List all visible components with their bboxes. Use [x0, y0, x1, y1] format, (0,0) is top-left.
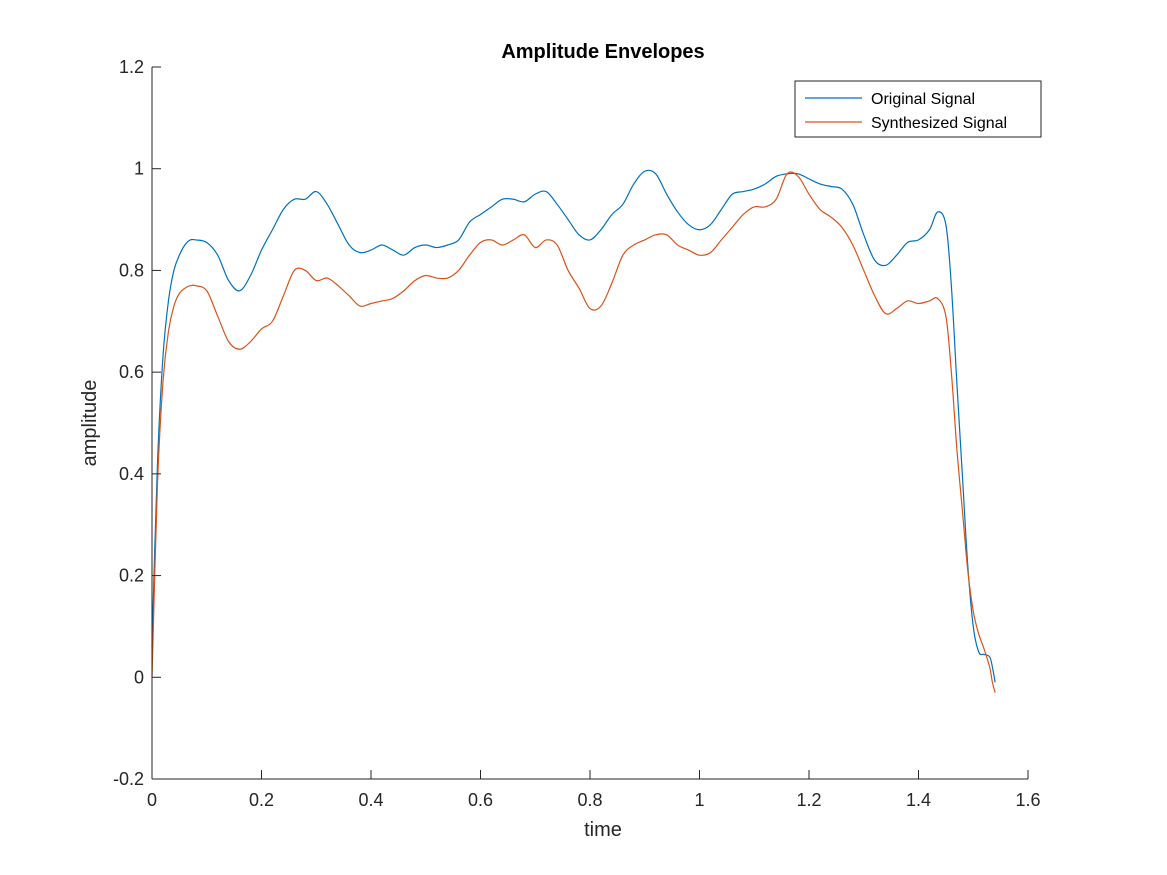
y-tick-label: 0.8 [119, 260, 144, 280]
x-tick-label: 0.8 [577, 790, 602, 810]
x-tick-label: 1.4 [906, 790, 931, 810]
x-tick-label: 1 [694, 790, 704, 810]
x-tick-label: 0.2 [249, 790, 274, 810]
series-line-synthesized [151, 171, 996, 693]
series-line-original [151, 169, 996, 683]
y-tick-label: 1 [134, 159, 144, 179]
y-tick-label: 1.2 [119, 57, 144, 77]
x-tick-label: 0.6 [468, 790, 493, 810]
x-ticks: 0 0.2 0.4 0.6 0.8 1 1.2 1.4 1.6 [147, 770, 1041, 810]
y-tick-label: -0.2 [113, 769, 144, 789]
series-layer [151, 169, 996, 693]
y-tick-label: 0 [134, 667, 144, 687]
x-tick-label: 1.6 [1015, 790, 1040, 810]
y-tick-label: 0.2 [119, 566, 144, 586]
y-ticks: -0.2 0 0.2 0.4 0.6 0.8 1 1.2 [113, 57, 161, 789]
y-tick-label: 0.6 [119, 362, 144, 382]
x-axis-label: time [584, 819, 622, 841]
legend-label-original: Original Signal [871, 91, 975, 108]
x-tick-label: 0.4 [358, 790, 383, 810]
plot-area [152, 67, 1028, 779]
x-tick-label: 1.2 [796, 790, 821, 810]
y-tick-label: 0.4 [119, 464, 144, 484]
x-tick-label: 0 [147, 790, 157, 810]
legend-box [794, 80, 1042, 138]
axes-background [152, 67, 1028, 779]
chart-title: Amplitude Envelopes [501, 41, 704, 63]
y-axis-label: amplitude [79, 380, 101, 467]
legend-label-synthesized: Synthesized Signal [871, 115, 1007, 132]
legend: Original Signal Synthesized Signal [794, 80, 1042, 138]
